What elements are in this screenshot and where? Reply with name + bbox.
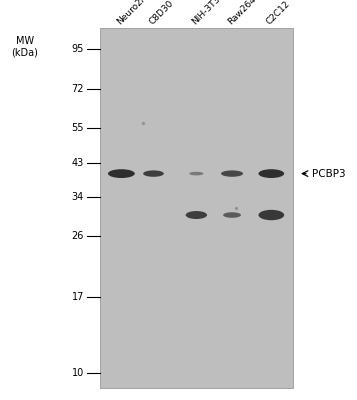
Text: C8D30: C8D30 xyxy=(147,0,175,26)
Text: NIH-3T3: NIH-3T3 xyxy=(190,0,222,26)
Text: 43: 43 xyxy=(72,158,84,168)
Ellipse shape xyxy=(221,170,243,177)
Text: PCBP3: PCBP3 xyxy=(312,169,346,179)
Text: Neuro2A: Neuro2A xyxy=(115,0,149,26)
Ellipse shape xyxy=(258,169,284,178)
FancyBboxPatch shape xyxy=(100,28,293,388)
Text: 17: 17 xyxy=(71,292,84,302)
Ellipse shape xyxy=(223,212,241,218)
Text: Raw264.7: Raw264.7 xyxy=(226,0,263,26)
Ellipse shape xyxy=(143,170,164,177)
Ellipse shape xyxy=(189,172,203,176)
Text: 95: 95 xyxy=(71,44,84,54)
Text: 55: 55 xyxy=(71,123,84,133)
Text: 34: 34 xyxy=(72,192,84,202)
Text: 10: 10 xyxy=(72,368,84,378)
Ellipse shape xyxy=(108,169,135,178)
Ellipse shape xyxy=(258,210,284,220)
Text: 72: 72 xyxy=(71,84,84,94)
Text: MW
(kDa): MW (kDa) xyxy=(11,36,39,58)
Text: 26: 26 xyxy=(71,231,84,241)
Text: C2C12: C2C12 xyxy=(265,0,292,26)
Ellipse shape xyxy=(186,211,207,219)
